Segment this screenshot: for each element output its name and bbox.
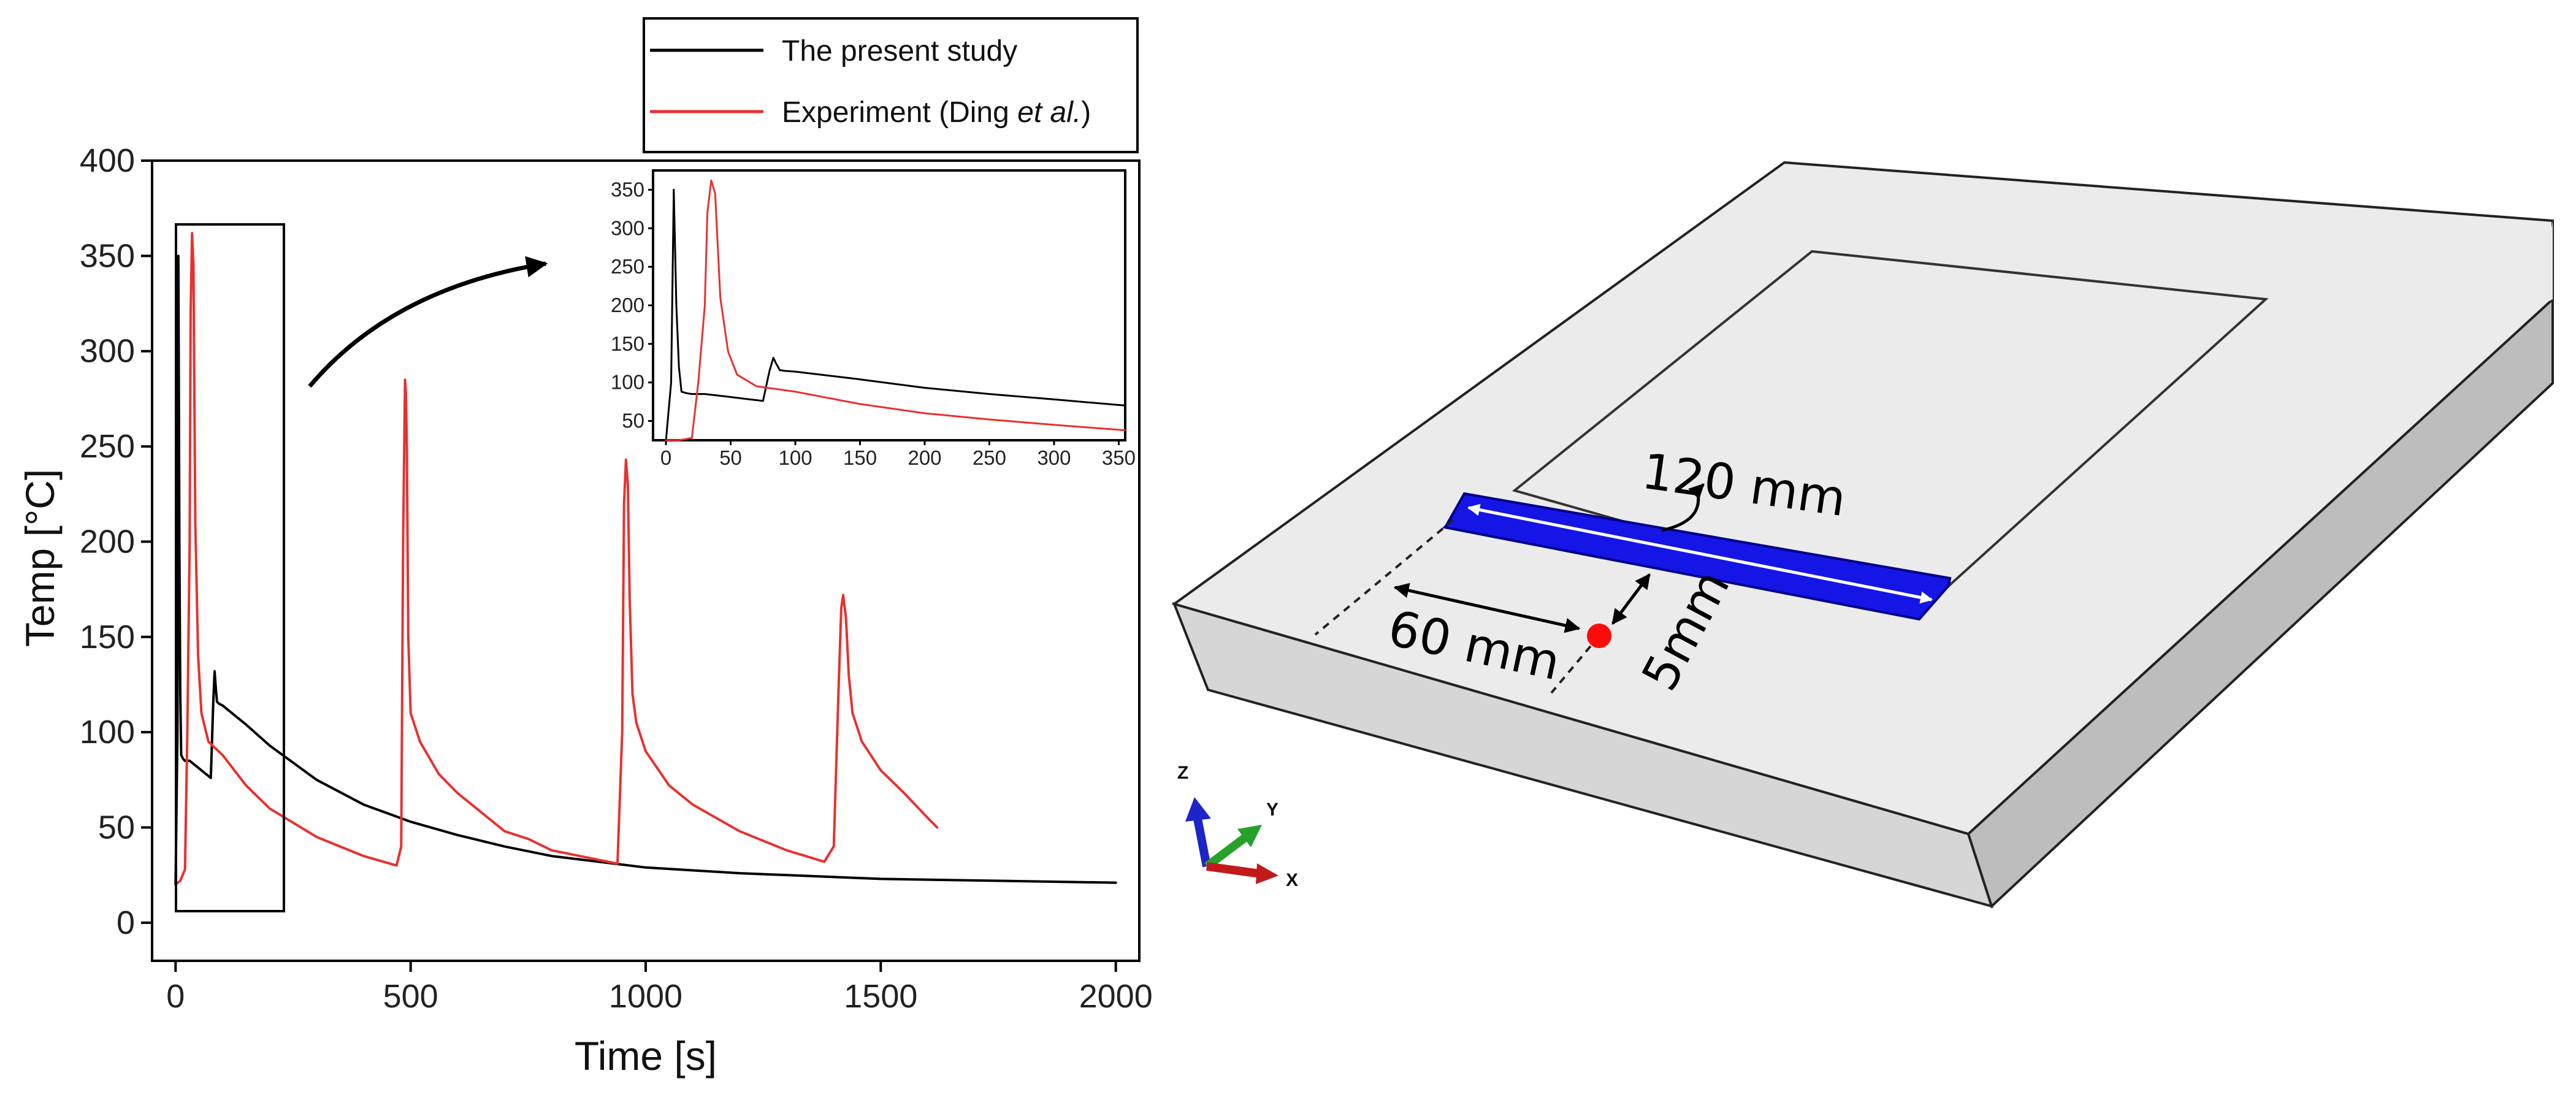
measurement-point — [1587, 624, 1611, 648]
main-ytick-label: 300 — [80, 333, 135, 370]
triad-x-label: X — [1286, 870, 1298, 890]
main-ytick-label: 50 — [98, 809, 135, 846]
zoom-arrow — [308, 256, 548, 388]
zoom-region-box — [175, 223, 285, 912]
main-series-present-study — [174, 254, 1117, 886]
legend-label-experiment-em: et al. — [1017, 96, 1081, 129]
inset-xtick-label: 150 — [843, 446, 877, 469]
main-xtick-label: 0 — [166, 978, 185, 1015]
main-ytick-label: 400 — [80, 142, 135, 179]
inset-y-axis: 50 100 150 200 250 300 350 — [611, 178, 653, 432]
inset-xtick-label: 0 — [660, 446, 671, 469]
inset-x-axis: 0 50 100 150 200 250 300 350 — [660, 440, 1136, 469]
inset-ytick-label: 200 — [611, 294, 644, 316]
main-ytick-label: 350 — [80, 237, 135, 274]
inset-ytick-label: 300 — [611, 216, 644, 239]
main-xtick-label: 500 — [383, 978, 438, 1015]
weld-length-arrow — [1467, 503, 1933, 604]
inset-ytick-label: 100 — [611, 371, 644, 394]
coordinate-triad: Z Y X — [1177, 763, 1298, 890]
triad-z-arrowhead — [1185, 797, 1211, 822]
triad-y-arrowhead — [1237, 825, 1262, 847]
main-series-layer — [174, 232, 1117, 886]
legend-label-experiment-b: ) — [1081, 96, 1091, 129]
inset-series-layer — [665, 179, 1126, 441]
main-ytick-label: 100 — [80, 714, 135, 751]
triad-z-label: Z — [1177, 763, 1188, 783]
legend-frame — [643, 17, 1139, 153]
main-series-experiment — [174, 232, 939, 886]
triad-y-label: Y — [1266, 800, 1278, 820]
legend-label-experiment-a: Experiment (Ding — [782, 96, 1017, 129]
distance-dimension-arrow — [1611, 573, 1651, 625]
inset-xtick-label: 100 — [779, 446, 812, 469]
triad-x-axis — [1206, 862, 1261, 878]
offset-dimension-arrow — [1393, 582, 1581, 633]
inset-ytick-label: 50 — [622, 410, 644, 432]
inset-xtick-label: 350 — [1102, 446, 1136, 469]
legend-label-experiment: Experiment (Ding et al.) — [782, 96, 1091, 129]
main-y-axis: 0 50 100 150 200 250 300 350 400 — [80, 142, 152, 941]
inset-xtick-label: 250 — [973, 446, 1006, 469]
inset-xtick-label: 200 — [908, 446, 941, 469]
inset-ytick-label: 250 — [611, 255, 644, 278]
plate-top-right-corner — [2539, 221, 2553, 307]
length-leader-arrow — [1661, 483, 1705, 532]
inset-ytick-label: 150 — [611, 332, 644, 355]
dim-guide-left — [1314, 519, 1454, 636]
triad-y-axis — [1204, 833, 1249, 870]
y-axis-label: Temp [°C] — [17, 469, 63, 647]
inset-xtick-label: 300 — [1037, 446, 1071, 469]
main-xtick-label: 1500 — [844, 978, 917, 1015]
legend: The present study Experiment (Ding et al… — [643, 17, 1139, 153]
main-xtick-label: 1000 — [609, 978, 682, 1015]
main-ytick-label: 0 — [117, 904, 135, 941]
inset-series-present-study — [665, 188, 1126, 441]
x-axis-label: Time [s] — [575, 1033, 717, 1079]
legend-label-present-study: The present study — [782, 35, 1017, 67]
inset-ytick-label: 350 — [611, 178, 644, 201]
inset-chart: 50 100 150 200 250 300 350 0 50 100 150 200 250 300 3… — [611, 169, 1136, 469]
main-xtick-label: 2000 — [1079, 978, 1153, 1015]
main-ytick-label: 250 — [80, 428, 135, 465]
inset-series-experiment — [665, 179, 1126, 441]
inset-xtick-label: 50 — [719, 446, 742, 469]
main-ytick-label: 150 — [80, 619, 135, 655]
weld-geometry-illustration: 120 mm 60 mm 5mm Z Y X — [1171, 161, 2554, 909]
triad-z-axis — [1193, 814, 1211, 868]
triad-x-arrowhead — [1256, 863, 1278, 884]
main-ytick-label: 200 — [80, 523, 135, 560]
main-x-axis: 0 500 1000 1500 2000 — [166, 961, 1153, 1015]
